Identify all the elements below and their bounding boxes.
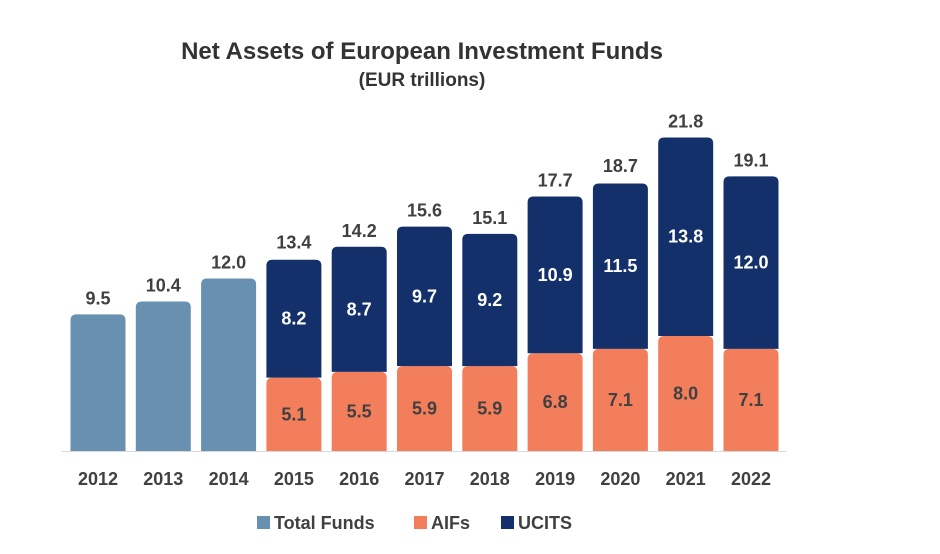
- total-value-label-2013: 10.4: [146, 275, 181, 295]
- bar-aifs-2018: [462, 366, 518, 451]
- legend-swatch-aifs: [414, 516, 427, 529]
- legend-swatch-total-funds: [257, 516, 270, 529]
- bar-ucits-2022: [723, 176, 779, 349]
- bars: [62, 137, 786, 452]
- ucits-value-label-2022: 12.0: [733, 253, 768, 273]
- total-value-label-2016: 14.2: [342, 221, 377, 241]
- legend-label-ucits: UCITS: [518, 513, 572, 533]
- ucits-value-label-2019: 10.9: [538, 265, 573, 285]
- total-value-label-2017: 15.6: [407, 201, 442, 221]
- ucits-value-label-2016: 8.7: [347, 299, 372, 319]
- total-value-label-2022: 19.1: [733, 150, 768, 170]
- bar-aifs-2017: [397, 366, 452, 451]
- ucits-value-label-2015: 8.2: [281, 309, 306, 329]
- bar-ucits-2021: [658, 137, 714, 336]
- total-value-label-2014: 12.0: [211, 252, 246, 272]
- ucits-value-label-2021: 13.8: [668, 227, 703, 247]
- legend-label-total-funds: Total Funds: [274, 513, 375, 533]
- aif-value-label-2016: 5.5: [347, 401, 372, 421]
- bar-ucits-2020: [592, 183, 648, 349]
- total-value-label-2012: 9.5: [85, 288, 110, 308]
- aif-value-label-2021: 8.0: [673, 383, 698, 403]
- bar-aifs-2022: [723, 348, 779, 451]
- ucits-value-label-2020: 11.5: [603, 256, 637, 276]
- aif-value-label-2022: 7.1: [738, 390, 763, 410]
- total-value-label-2018: 15.1: [472, 208, 507, 228]
- bar-aifs-2020: [592, 348, 648, 451]
- x-tick-label-2015: 2015: [274, 469, 314, 489]
- total-value-label-2020: 18.7: [603, 156, 638, 176]
- x-tick-label-2013: 2013: [143, 469, 183, 489]
- chart-subtitle: (EUR trillions): [359, 70, 486, 91]
- legend-label-aifs: AIFs: [431, 513, 470, 533]
- bar-ucits-2019: [527, 196, 583, 354]
- legend-swatch-ucits: [501, 516, 514, 529]
- bar-aifs-2016: [331, 371, 387, 451]
- bar-ucits-2015: [266, 259, 322, 378]
- legend: Total Funds AIFs UCITS: [257, 513, 572, 533]
- aif-value-label-2018: 5.9: [477, 399, 502, 419]
- aif-value-label-2015: 5.1: [281, 404, 306, 424]
- x-tick-label-2022: 2022: [731, 469, 771, 489]
- value-labels: 9.5 10.4 12.0 5.1 8.2 13.4 5.5 8.7 14.2 5.9 9.7 15.…: [85, 112, 768, 425]
- x-tick-label-2018: 2018: [470, 469, 510, 489]
- total-value-label-2015: 13.4: [276, 232, 311, 252]
- bar-ucits-2018: [462, 233, 518, 367]
- bar-total-funds-2013: [135, 301, 191, 451]
- aif-value-label-2019: 6.8: [543, 392, 568, 412]
- bar-aifs-2015: [266, 377, 322, 451]
- x-tick-label-2014: 2014: [209, 469, 249, 489]
- total-value-label-2019: 17.7: [538, 170, 573, 190]
- bar-ucits-2017: [397, 226, 452, 367]
- total-value-label-2021: 21.8: [668, 112, 703, 132]
- x-tick-label-2017: 2017: [404, 469, 444, 489]
- x-tick-label-2020: 2020: [600, 469, 640, 489]
- bar-aifs-2019: [527, 353, 583, 451]
- ucits-value-label-2017: 9.7: [412, 286, 437, 306]
- bar-total-funds-2014: [201, 278, 257, 451]
- aif-value-label-2020: 7.1: [608, 390, 633, 410]
- aif-value-label-2017: 5.9: [412, 399, 437, 419]
- bar-ucits-2016: [331, 246, 387, 372]
- x-tick-label-2019: 2019: [535, 469, 575, 489]
- x-tick-label-2016: 2016: [339, 469, 379, 489]
- x-tick-label-2021: 2021: [666, 469, 706, 489]
- chart-title: Net Assets of European Investment Funds: [181, 38, 663, 65]
- x-tick-label-2012: 2012: [78, 469, 118, 489]
- x-axis-ticks: 2012 2013 2014 2015 2016 2017 2018 2019 2020 2021…: [78, 469, 771, 489]
- ucits-value-label-2018: 9.2: [477, 290, 502, 310]
- bar-total-funds-2012: [70, 314, 126, 451]
- bar-aifs-2021: [658, 335, 714, 451]
